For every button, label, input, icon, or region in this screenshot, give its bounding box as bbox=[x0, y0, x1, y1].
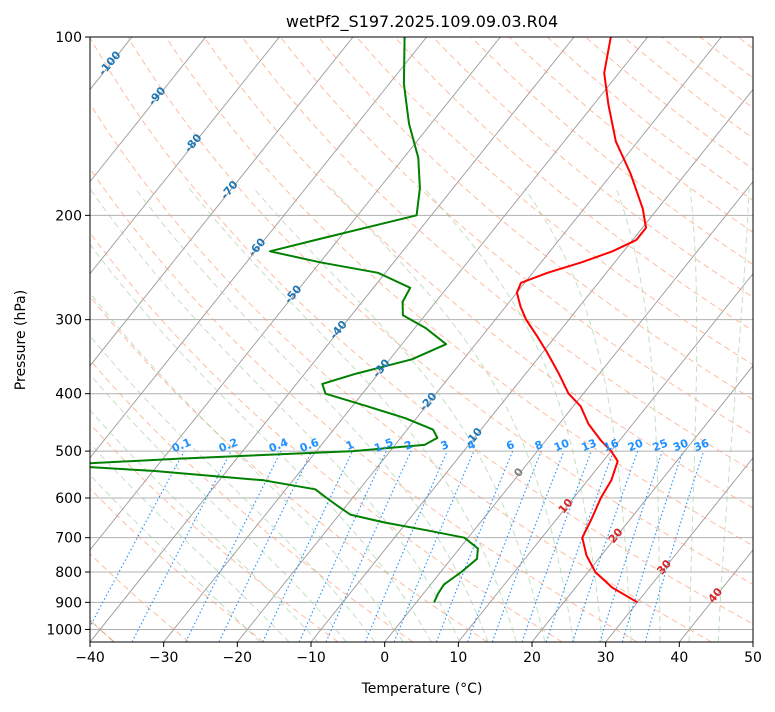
x-tick-label: 50 bbox=[744, 650, 762, 666]
x-tick-label: 30 bbox=[597, 650, 615, 666]
y-tick-label: 1000 bbox=[46, 622, 82, 638]
y-tick-label: 600 bbox=[55, 491, 82, 507]
chart-title: wetPf2_S197.2025.109.09.03.R04 bbox=[286, 12, 558, 32]
x-tick-label: −30 bbox=[149, 650, 179, 666]
y-tick-label: 500 bbox=[55, 444, 82, 460]
x-tick-label: 0 bbox=[380, 650, 389, 666]
y-tick-label: 300 bbox=[55, 313, 82, 329]
y-tick-label: 900 bbox=[55, 595, 82, 611]
y-tick-label: 800 bbox=[55, 565, 82, 581]
x-tick-label: 40 bbox=[670, 650, 688, 666]
x-tick-label: −10 bbox=[296, 650, 326, 666]
x-tick-label: 10 bbox=[449, 650, 467, 666]
y-tick-label: 100 bbox=[55, 30, 82, 46]
y-tick-label: 700 bbox=[55, 531, 82, 547]
x-axis-label: Temperature (°C) bbox=[361, 681, 483, 697]
y-axis-label: Pressure (hPa) bbox=[13, 290, 29, 390]
x-tick-label: −20 bbox=[223, 650, 253, 666]
y-tick-label: 200 bbox=[55, 208, 82, 224]
x-tick-label: 20 bbox=[523, 650, 541, 666]
x-tick-label: −40 bbox=[75, 650, 105, 666]
y-tick-label: 400 bbox=[55, 387, 82, 403]
